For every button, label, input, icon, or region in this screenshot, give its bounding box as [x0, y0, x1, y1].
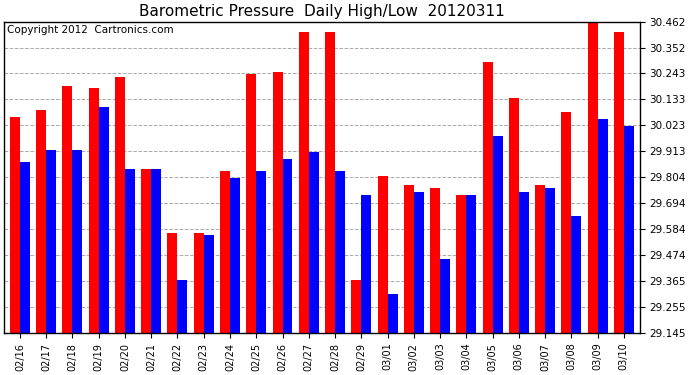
Bar — [246, 74, 256, 333]
Bar — [377, 176, 388, 333]
Bar — [204, 235, 214, 333]
Bar — [624, 126, 634, 333]
Bar — [299, 32, 308, 333]
Bar — [388, 294, 397, 333]
Bar — [440, 258, 450, 333]
Bar — [72, 150, 82, 333]
Text: Copyright 2012  Cartronics.com: Copyright 2012 Cartronics.com — [8, 25, 174, 35]
Bar — [89, 88, 99, 333]
Bar — [362, 195, 371, 333]
Bar — [46, 150, 56, 333]
Bar — [125, 169, 135, 333]
Title: Barometric Pressure  Daily High/Low  20120311: Barometric Pressure Daily High/Low 20120… — [139, 4, 505, 19]
Bar — [482, 62, 493, 333]
Bar — [430, 188, 440, 333]
Bar — [63, 86, 72, 333]
Bar — [535, 185, 545, 333]
Bar — [230, 178, 240, 333]
Bar — [20, 162, 30, 333]
Bar — [414, 192, 424, 333]
Bar — [273, 72, 282, 333]
Bar — [256, 171, 266, 333]
Bar — [335, 171, 345, 333]
Bar — [10, 117, 20, 333]
Bar — [614, 32, 624, 333]
Bar — [141, 169, 151, 333]
Bar — [36, 110, 46, 333]
Bar — [220, 171, 230, 333]
Bar — [194, 232, 204, 333]
Bar — [115, 76, 125, 333]
Bar — [598, 119, 608, 333]
Bar — [509, 98, 519, 333]
Bar — [404, 185, 414, 333]
Bar — [99, 107, 108, 333]
Bar — [519, 192, 529, 333]
Bar — [571, 216, 581, 333]
Bar — [308, 152, 319, 333]
Bar — [588, 22, 598, 333]
Bar — [493, 136, 502, 333]
Bar — [168, 232, 177, 333]
Bar — [151, 169, 161, 333]
Bar — [466, 195, 476, 333]
Bar — [456, 195, 466, 333]
Bar — [562, 112, 571, 333]
Bar — [177, 280, 188, 333]
Bar — [325, 32, 335, 333]
Bar — [545, 188, 555, 333]
Bar — [282, 159, 293, 333]
Bar — [351, 280, 362, 333]
